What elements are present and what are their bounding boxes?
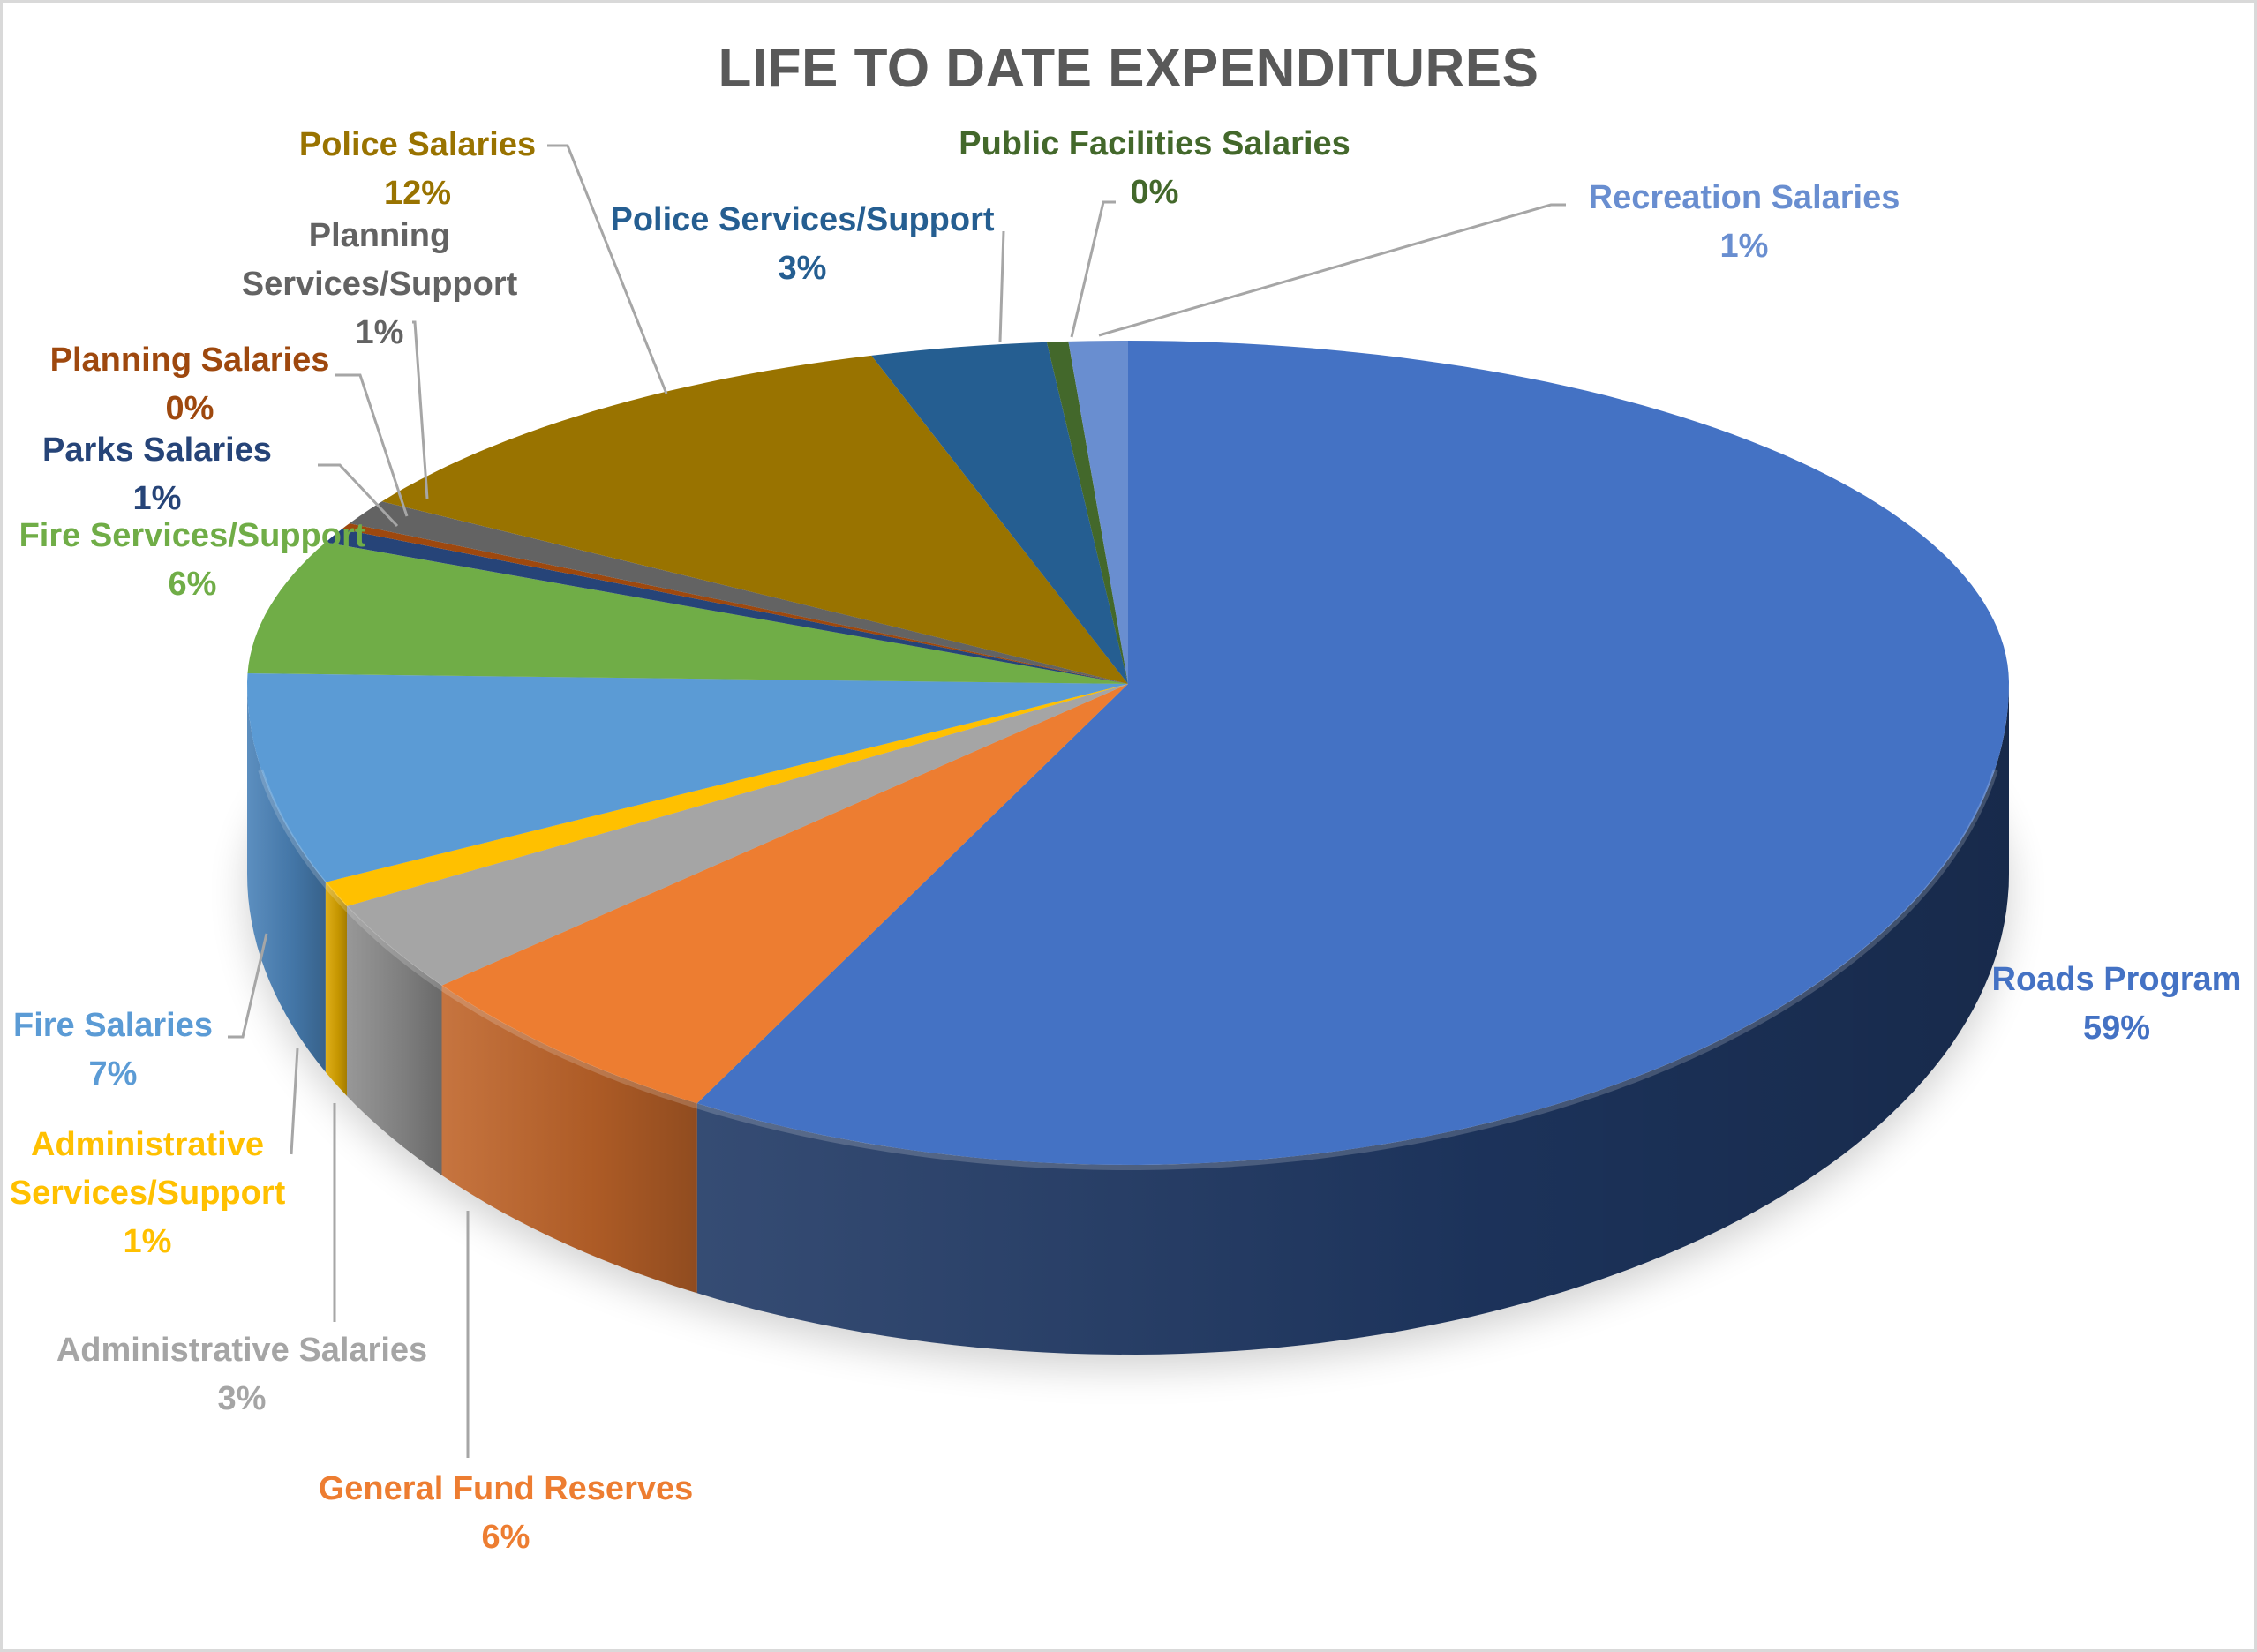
slice-roads[interactable] (696, 341, 2010, 1165)
label-name: Services/Support (9, 1175, 286, 1212)
data-label-police-sal: Police Salaries 12% (299, 121, 536, 218)
leader-line-parks (318, 463, 399, 528)
chart-title: LIFE TO DATE EXPENDITURES (718, 38, 1539, 99)
label-name: Planning Salaries (49, 342, 330, 379)
label-percent: 1% (132, 480, 182, 517)
data-label-admin-sal: Administrative Salaries 3% (56, 1326, 427, 1423)
data-label-parks: Parks Salaries 1% (42, 426, 272, 523)
leader-line-planning-sal (335, 373, 409, 517)
label-percent: 3% (778, 250, 827, 287)
label-percent: 6% (168, 566, 217, 603)
data-label-police-serv: Police Services/Support 3% (610, 196, 994, 293)
slice-gfr[interactable] (441, 684, 1129, 1104)
label-name: Parks Salaries (42, 432, 272, 469)
data-label-fire-sal: Fire Salaries 7% (13, 1002, 213, 1099)
leader-lines (228, 144, 1566, 1458)
leader-line-recreation (1098, 203, 1566, 337)
label-name: Services/Support (241, 266, 518, 303)
data-label-gfr: General Fund Reserves 6% (319, 1465, 694, 1562)
label-name: Roads Program (1991, 961, 2242, 998)
label-percent: 3% (217, 1380, 267, 1417)
slice-police-serv[interactable] (871, 342, 1128, 684)
slice-pubfac[interactable] (1046, 341, 1128, 684)
data-label-planning-serv: Planning Services/Support 1% (242, 212, 518, 357)
label-name: Police Salaries (298, 126, 537, 163)
label-percent: 1% (1719, 228, 1769, 265)
label-percent: 1% (355, 314, 404, 351)
data-label-admin-serv: Administrative Services/Support 1% (10, 1121, 286, 1266)
label-percent: 0% (1130, 174, 1179, 211)
label-percent: 6% (481, 1519, 530, 1556)
label-percent: 12% (383, 175, 452, 212)
slice-police-sal[interactable] (381, 355, 1128, 684)
leader-line-police-sal (547, 144, 668, 394)
slice-recreation[interactable] (1068, 341, 1128, 684)
label-name: Fire Salaries (12, 1007, 214, 1044)
data-label-planning-sal: Planning Salaries 0% (50, 336, 330, 433)
leader-line-pubfac (1070, 200, 1116, 338)
label-name: Planning (308, 217, 451, 254)
leader-line-admin-serv (290, 1048, 299, 1155)
slice-fire-serv[interactable] (247, 542, 1129, 684)
label-percent: 59% (2082, 1010, 2151, 1047)
leader-line-police-serv (998, 230, 1005, 342)
pie-sides (247, 684, 2010, 1355)
slice-planning-serv[interactable] (349, 501, 1128, 684)
label-name: General Fund Reserves (318, 1470, 694, 1507)
data-label-recreation: Recreation Salaries 1% (1589, 174, 1900, 271)
leader-line-fire-sal (228, 933, 268, 1039)
leader-line-planning-serv (412, 320, 429, 499)
label-percent: 7% (88, 1055, 138, 1093)
label-name: Police Services/Support (610, 201, 995, 238)
label-name: Administrative Salaries (56, 1332, 428, 1369)
label-name: Recreation Salaries (1588, 179, 1900, 216)
label-percent: 1% (123, 1223, 172, 1260)
label-name: Administrative (31, 1126, 264, 1163)
label-percent: 0% (165, 390, 214, 427)
data-label-fire-serv: Fire Services/Support 6% (19, 512, 366, 609)
data-label-roads: Roads Program 59% (1992, 956, 2242, 1053)
pie-top (247, 341, 2010, 1170)
data-label-pubfac: Public Facilities Salaries 0% (959, 120, 1350, 217)
slice-planning-sal[interactable] (342, 523, 1128, 684)
label-name: Public Facilities Salaries (959, 125, 1350, 162)
slice-admin-sal[interactable] (347, 684, 1128, 986)
slice-parks[interactable] (325, 529, 1128, 685)
slice-fire-sal[interactable] (247, 673, 1128, 882)
slice-admin-serv[interactable] (325, 684, 1128, 906)
label-name: Fire Services/Support (19, 517, 366, 554)
